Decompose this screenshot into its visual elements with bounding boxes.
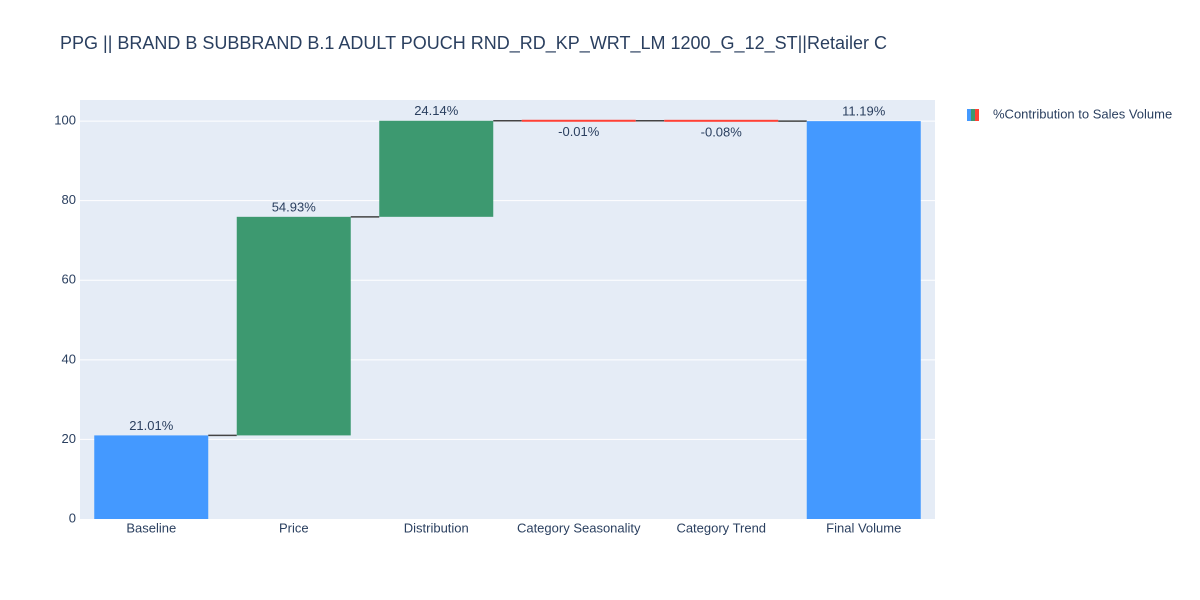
bar — [236, 216, 351, 436]
y-tick-label: 20 — [62, 431, 76, 446]
bar — [379, 120, 494, 217]
value-label: 24.14% — [414, 103, 459, 118]
bar — [521, 119, 636, 122]
x-tick-label: Distribution — [404, 520, 469, 535]
value-label: -0.01% — [558, 124, 600, 139]
y-tick-label: 40 — [62, 351, 76, 366]
y-tick-label: 100 — [54, 113, 76, 128]
y-tick-label: 80 — [62, 192, 76, 207]
x-tick-label: Baseline — [126, 520, 176, 535]
plot-area — [80, 100, 935, 519]
value-label: 54.93% — [272, 199, 317, 214]
value-label: 11.19% — [842, 104, 886, 119]
x-tick-label: Category Seasonality — [517, 520, 641, 535]
x-tick-label: Final Volume — [826, 520, 901, 535]
y-tick-label: 60 — [62, 272, 76, 287]
legend-label: %Contribution to Sales Volume — [993, 106, 1172, 121]
legend-icon — [971, 109, 975, 121]
value-label: -0.08% — [701, 125, 743, 140]
bar — [806, 121, 921, 519]
legend-icon — [967, 109, 971, 121]
x-tick-label: Price — [279, 520, 309, 535]
chart-title: PPG || BRAND B SUBBRAND B.1 ADULT POUCH … — [60, 33, 887, 54]
bar — [94, 435, 209, 519]
value-label: 21.01% — [129, 418, 174, 433]
x-tick-label: Category Trend — [676, 520, 766, 535]
legend-icon — [975, 109, 979, 121]
y-tick-label: 0 — [69, 510, 76, 525]
bar — [664, 119, 779, 122]
